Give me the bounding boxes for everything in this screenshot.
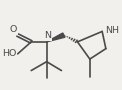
Text: HO: HO (2, 49, 17, 58)
Text: NH: NH (105, 26, 119, 35)
Text: N: N (44, 31, 51, 40)
Text: O: O (10, 25, 17, 34)
Polygon shape (47, 33, 65, 42)
